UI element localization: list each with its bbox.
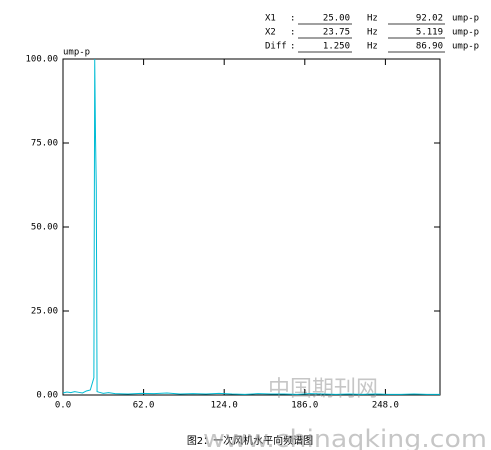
readout-cell: Hz (367, 14, 378, 24)
y-tick-label: 75.00 (31, 139, 58, 149)
y-tick-label: 100.00 (25, 55, 58, 65)
watermark-url: www.chinaqking.com (203, 425, 487, 450)
readout-cell: 1.250 (323, 42, 350, 52)
readout-cell: 86.90 (416, 42, 443, 52)
readout-cell: 23.75 (323, 28, 350, 38)
readout-cell: 92.02 (416, 14, 443, 24)
x-tick-label: 248.0 (372, 401, 399, 411)
readout-cell: Diff (265, 42, 287, 52)
y-tick-label: 0.00 (36, 391, 58, 401)
readout-cell: : (290, 28, 295, 38)
watermark-logo: 中国期刊网 (268, 377, 378, 402)
spectrum-line (62, 58, 440, 395)
readout-cell: ump-p (452, 14, 479, 24)
caption: 图2：一次风机水平向频谱图 (187, 434, 313, 447)
y-tick-label: 50.00 (31, 223, 58, 233)
plot-frame (62, 58, 441, 396)
y-unit-label: ump-p (63, 48, 90, 58)
readout-cell: X2 (265, 28, 276, 38)
y-tick-label: 25.00 (31, 307, 58, 317)
x-tick-label: 186.0 (291, 401, 318, 411)
readout-cell: : (290, 42, 295, 52)
readout-cell: 25.00 (323, 14, 350, 24)
x-tick-label: 0.0 (55, 401, 71, 411)
readout-cell: ump-p (452, 42, 479, 52)
readout-cell: X1 (265, 14, 276, 24)
readout-cell: 5.119 (416, 28, 443, 38)
readout-cell: Hz (367, 28, 378, 38)
x-tick-label: 62.0 (133, 401, 155, 411)
readout-cell: Hz (367, 42, 378, 52)
x-tick-label: 124.0 (211, 401, 238, 411)
readout-cell: : (290, 14, 295, 24)
readout-cell: ump-p (452, 28, 479, 38)
